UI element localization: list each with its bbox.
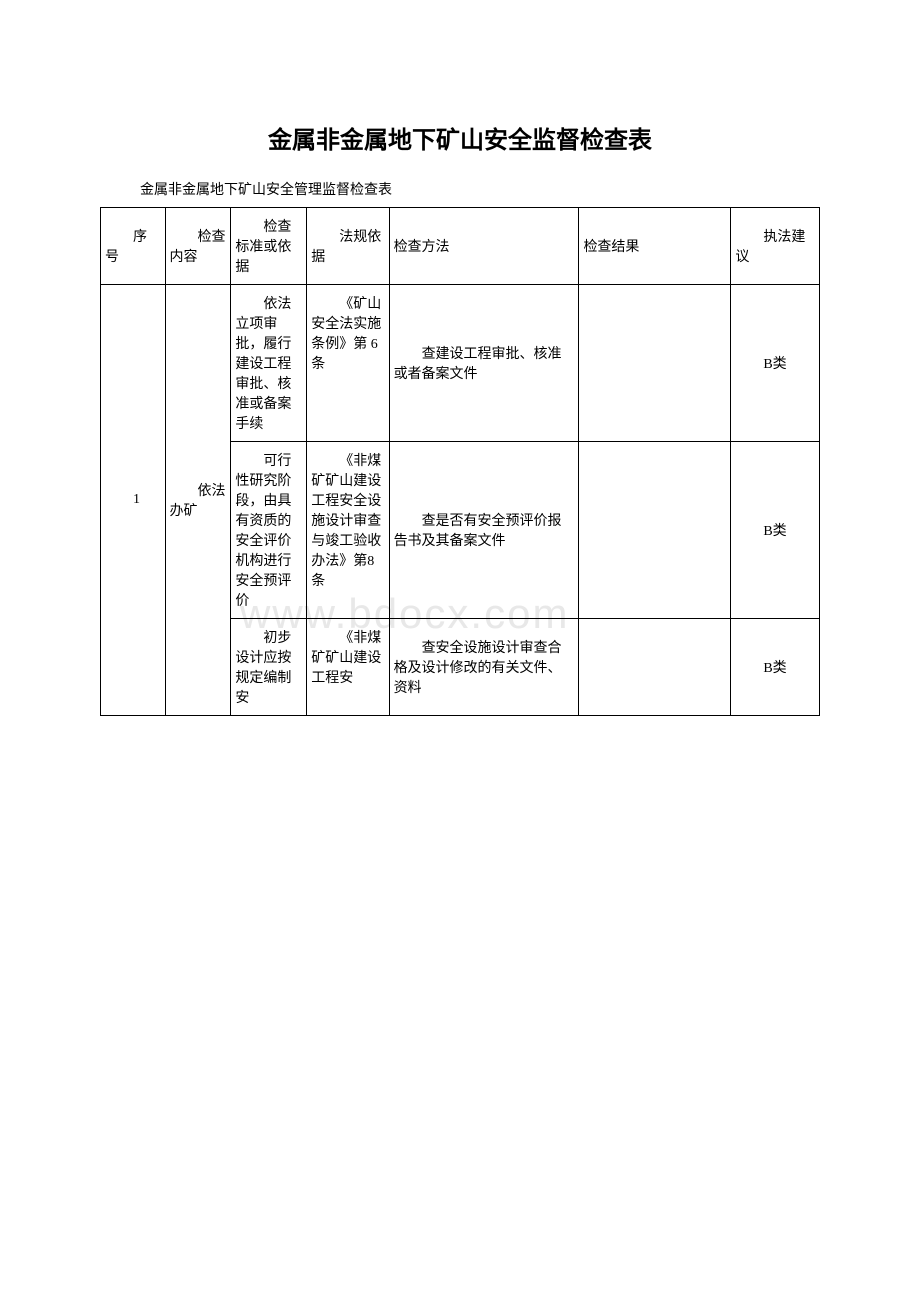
header-method: 检查方法 bbox=[389, 208, 579, 285]
cell-standard: 可行性研究阶段，由具有资质的安全评价机构进行安全预评价 bbox=[231, 442, 307, 619]
cell-suggest: B类 bbox=[731, 285, 820, 442]
cell-result bbox=[579, 285, 731, 442]
table-header-row: 序号 检查内容 检查标准或依据 法规依据 检查方法 检查结果 执法建议 bbox=[101, 208, 820, 285]
header-suggest: 执法建议 bbox=[731, 208, 820, 285]
header-standard: 检查标准或依据 bbox=[231, 208, 307, 285]
document-content: 金属非金属地下矿山安全监督检查表 金属非金属地下矿山安全管理监督检查表 序号 检… bbox=[100, 120, 820, 716]
cell-standard: 初步设计应按规定编制安 bbox=[231, 619, 307, 716]
header-basis: 法规依据 bbox=[307, 208, 389, 285]
cell-method: 查安全设施设计审查合格及设计修改的有关文件、资料 bbox=[389, 619, 579, 716]
cell-method: 查是否有安全预评价报告书及其备案文件 bbox=[389, 442, 579, 619]
cell-basis: 《矿山安全法实施条例》第 6条 bbox=[307, 285, 389, 442]
page-title: 金属非金属地下矿山安全监督检查表 bbox=[100, 120, 820, 155]
header-seq: 序号 bbox=[101, 208, 166, 285]
page-subtitle: 金属非金属地下矿山安全管理监督检查表 bbox=[100, 179, 820, 199]
cell-seq: 1 bbox=[101, 285, 166, 716]
cell-suggest: B类 bbox=[731, 619, 820, 716]
cell-basis: 《非煤矿矿山建设工程安全设施设计审查与竣工验收办法》第8 条 bbox=[307, 442, 389, 619]
cell-method: 查建设工程审批、核准或者备案文件 bbox=[389, 285, 579, 442]
cell-basis: 《非煤矿矿山建设工程安 bbox=[307, 619, 389, 716]
table-row: 1 依法办矿 依法立项审批，履行建设工程审批、核准或备案手续 《矿山安全法实施条… bbox=[101, 285, 820, 442]
cell-standard: 依法立项审批，履行建设工程审批、核准或备案手续 bbox=[231, 285, 307, 442]
inspection-table: 序号 检查内容 检查标准或依据 法规依据 检查方法 检查结果 执法建议 1 依法… bbox=[100, 207, 820, 716]
header-result: 检查结果 bbox=[579, 208, 731, 285]
cell-result bbox=[579, 619, 731, 716]
cell-content: 依法办矿 bbox=[165, 285, 231, 716]
cell-suggest: B类 bbox=[731, 442, 820, 619]
header-content: 检查内容 bbox=[165, 208, 231, 285]
cell-result bbox=[579, 442, 731, 619]
